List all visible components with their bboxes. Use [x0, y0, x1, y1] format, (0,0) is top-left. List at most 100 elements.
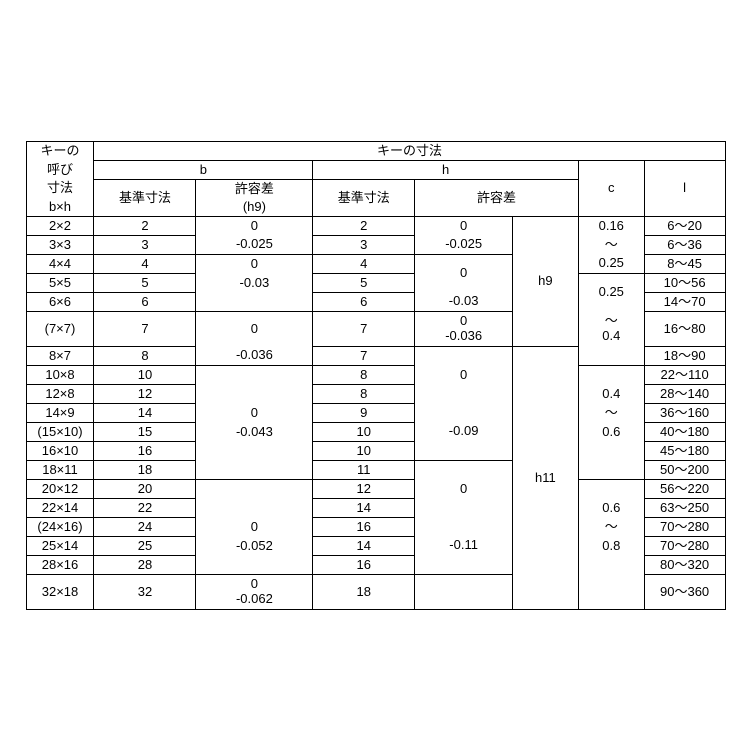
cell-bxh: 3×3 [26, 236, 94, 255]
cell-l: 45〜180 [644, 442, 725, 461]
cell-l: 70〜280 [644, 518, 725, 537]
cell-h: 5 [313, 274, 415, 293]
cell-c2-bc: 〜0.4 [578, 312, 644, 347]
cell-c3-c: 0.6 [578, 423, 644, 442]
cell-h: 12 [313, 480, 415, 499]
cell-bxh: (7×7) [26, 312, 94, 347]
cell-c1-c: 0.25 [578, 255, 644, 274]
cell-b: 24 [94, 518, 196, 537]
cell-h: 14 [313, 537, 415, 556]
cell-btol-sp [196, 480, 313, 518]
cell-l: 70〜280 [644, 537, 725, 556]
cell-c2-a: 0.25 [578, 274, 644, 312]
cell-l: 8〜45 [644, 255, 725, 274]
cell-bxh: 5×5 [26, 274, 94, 293]
cell-htol-u: 0 [415, 255, 513, 293]
cell-b: 22 [94, 499, 196, 518]
cell-bxh: (24×16) [26, 518, 94, 537]
cell-b: 3 [94, 236, 196, 255]
cell-c4-b: 〜 [578, 518, 644, 537]
cell-l: 18〜90 [644, 347, 725, 366]
cell-bxh: (15×10) [26, 423, 94, 442]
hdr-b: b [94, 161, 313, 180]
cell-b: 4 [94, 255, 196, 274]
cell-l: 10〜56 [644, 274, 725, 293]
hdr-bxh-l2: 呼び [26, 161, 94, 180]
cell-htol-l: -0.03 [415, 293, 513, 312]
cell-b: 8 [94, 347, 196, 366]
cell-bxh: 4×4 [26, 255, 94, 274]
cell-c4-a: 0.6 [578, 499, 644, 518]
cell-bxh: 12×8 [26, 385, 94, 404]
cell-l: 56〜220 [644, 480, 725, 499]
cell-c3-sp [578, 442, 644, 461]
cell-bxh: 10×8 [26, 366, 94, 385]
cell-c4-c: 0.8 [578, 537, 644, 556]
hdr-h: h [313, 161, 579, 180]
cell-hstd-h11: h11 [512, 347, 578, 610]
cell-h: 4 [313, 255, 415, 274]
cell-h: 7 [313, 347, 415, 366]
cell-c3-sp2 [578, 461, 644, 480]
cell-h: 10 [313, 442, 415, 461]
hdr-b-tol-l1: 許容差 [196, 180, 313, 199]
cell-l: 40〜180 [644, 423, 725, 442]
cell-l: 63〜250 [644, 499, 725, 518]
hdr-bxh-l4: b×h [26, 198, 94, 217]
cell-h: 11 [313, 461, 415, 480]
cell-bxh: 6×6 [26, 293, 94, 312]
cell-htol-sp [415, 575, 513, 610]
cell-b: 2 [94, 217, 196, 236]
cell-c4-sp [578, 556, 644, 575]
cell-b: 5 [94, 274, 196, 293]
cell-btol-l: -0.043 [196, 423, 313, 442]
cell-h: 3 [313, 236, 415, 255]
cell-hstd-h9: h9 [512, 217, 578, 347]
cell-btol-sp [196, 366, 313, 404]
cell-c1-a: 0.16 [578, 217, 644, 236]
hdr-c: c [578, 161, 644, 217]
cell-l: 28〜140 [644, 385, 725, 404]
cell-htol-u: 0 [415, 461, 513, 518]
cell-b: 28 [94, 556, 196, 575]
hdr-h-ref: 基準寸法 [313, 180, 415, 217]
cell-h: 16 [313, 518, 415, 537]
cell-b: 10 [94, 366, 196, 385]
cell-l: 14〜70 [644, 293, 725, 312]
cell-h: 9 [313, 404, 415, 423]
cell-c4-sp2 [578, 575, 644, 610]
cell-btol-l: -0.036 [196, 347, 313, 366]
cell-htol-g3: 0-0.036 [415, 312, 513, 347]
cell-h: 10 [313, 423, 415, 442]
cell-c3-sp [578, 366, 644, 385]
cell-bxh: 20×12 [26, 480, 94, 499]
hdr-bxh-l3: 寸法 [26, 180, 94, 199]
cell-bxh: 8×7 [26, 347, 94, 366]
cell-b: 32 [94, 575, 196, 610]
cell-h: 8 [313, 385, 415, 404]
cell-bxh: 2×2 [26, 217, 94, 236]
cell-b: 6 [94, 293, 196, 312]
cell-c4-sp [578, 480, 644, 499]
cell-h: 8 [313, 366, 415, 385]
cell-htol-l: -0.11 [415, 518, 513, 575]
cell-b: 12 [94, 385, 196, 404]
hdr-main: キーの寸法 [94, 142, 725, 161]
cell-htol-l: -0.09 [415, 404, 513, 461]
cell-bxh: 32×18 [26, 575, 94, 610]
cell-btol-g6: 0-0.062 [196, 575, 313, 610]
cell-b: 20 [94, 480, 196, 499]
hdr-bxh-l1: キーの [26, 142, 94, 161]
key-dimensions-table: キーの キーの寸法 呼び b h c l 寸法 基準寸法 許容差 基準寸法 許容… [26, 141, 726, 610]
cell-h: 7 [313, 312, 415, 347]
cell-btol-u: 0 [196, 312, 313, 347]
cell-h: 2 [313, 217, 415, 236]
cell-l: 22〜110 [644, 366, 725, 385]
cell-h: 16 [313, 556, 415, 575]
cell-bxh: 16×10 [26, 442, 94, 461]
cell-h: 18 [313, 575, 415, 610]
cell-b: 16 [94, 442, 196, 461]
cell-btol-sp [196, 442, 313, 480]
cell-bxh: 25×14 [26, 537, 94, 556]
cell-c3-a: 0.4 [578, 385, 644, 404]
